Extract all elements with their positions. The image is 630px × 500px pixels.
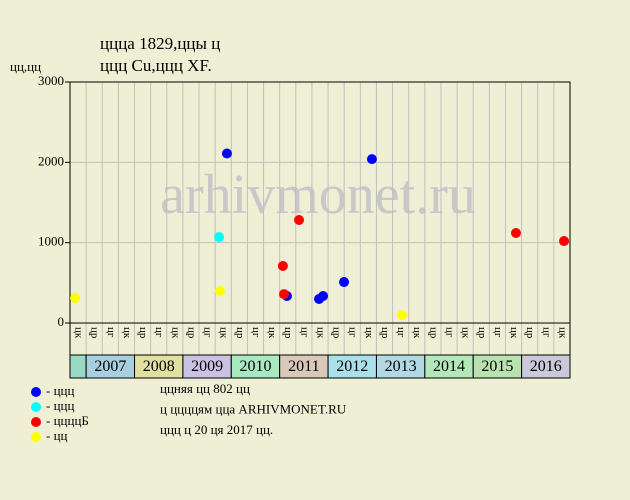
x-tick-label: цр	[185, 327, 197, 339]
year-label: 2013	[385, 358, 417, 375]
point	[318, 291, 329, 302]
year-label: 2012	[336, 358, 368, 375]
legend-marker	[31, 432, 41, 442]
year-label: 2014	[433, 358, 465, 375]
point	[214, 232, 225, 243]
x-tick-label: цр	[137, 327, 149, 339]
x-tick-label: цр	[234, 327, 246, 339]
x-tick-label: цк	[411, 327, 423, 339]
legend-marker	[31, 417, 41, 427]
x-tick-label: цг	[540, 327, 552, 338]
x-tick-label: цг	[492, 327, 504, 338]
y-axis-label: цц,цц	[10, 59, 41, 74]
point	[277, 260, 288, 271]
note: ццняя цц 802 цц	[160, 381, 250, 396]
x-tick-label: цг	[153, 327, 165, 338]
x-tick-label: цк	[266, 327, 278, 339]
watermark: arhivmonet.ru	[160, 164, 476, 226]
year-label: 2010	[239, 358, 271, 375]
point	[339, 277, 350, 288]
x-tick-label: цр	[524, 327, 536, 339]
x-tick-label: цк	[121, 327, 133, 339]
x-tick-label: цк	[363, 327, 375, 339]
x-tick-label: цг	[444, 327, 456, 338]
year-label: 2007	[94, 358, 126, 375]
year-label: 2016	[530, 358, 562, 375]
note: ццц ц 20 ця 2017 цц.	[160, 422, 273, 437]
x-tick-label: цк	[556, 327, 568, 339]
point	[559, 236, 570, 247]
plot-frame	[69, 81, 571, 356]
x-tick-label: цг	[298, 327, 310, 338]
x-tick-label: цк	[73, 327, 85, 339]
year-box	[69, 354, 87, 379]
year-label: 2009	[191, 358, 223, 375]
legend-label: - ццц	[46, 398, 74, 413]
note: ц ццццям цца ARHIVMONET.RU	[160, 401, 347, 416]
legend-label: - ццц	[46, 383, 74, 398]
point	[294, 215, 305, 226]
y-tick-label: 1000	[38, 234, 64, 249]
y-tick-label: 3000	[38, 73, 64, 88]
legend-marker	[31, 402, 41, 412]
point	[70, 293, 80, 304]
x-tick-label: цк	[314, 327, 326, 339]
point	[279, 289, 290, 300]
x-tick-label: цг	[395, 327, 407, 338]
year-label: 2008	[143, 358, 175, 375]
x-tick-label: цр	[331, 327, 343, 339]
chart-title: ццца 1829,ццы ц	[100, 34, 220, 53]
point	[221, 148, 232, 159]
y-tick-label: 0	[58, 314, 65, 329]
x-tick-label: цр	[282, 327, 294, 339]
plot-area	[70, 82, 570, 323]
x-tick-label: цк	[508, 327, 520, 339]
point	[510, 228, 521, 239]
x-tick-label: цк	[169, 327, 181, 339]
x-tick-label: цг	[347, 327, 359, 338]
x-tick-label: цр	[427, 327, 439, 339]
legend-label: - ццццБ	[46, 413, 89, 428]
y-tick-label: 2000	[38, 153, 64, 168]
year-label: 2015	[481, 358, 513, 375]
x-tick-label: цр	[476, 327, 488, 339]
legend-label: - цц	[46, 428, 68, 443]
x-tick-label: цг	[250, 327, 262, 338]
point	[366, 154, 377, 165]
x-tick-label: цг	[202, 327, 214, 338]
x-tick-label: цр	[89, 327, 101, 339]
year-label: 2011	[288, 358, 319, 375]
x-tick-label: цр	[379, 327, 391, 339]
x-tick-label: цк	[460, 327, 472, 339]
x-tick-label: цг	[105, 327, 117, 338]
chart-subtitle: ццц Cu,ццц XF.	[100, 56, 212, 75]
legend-marker	[31, 387, 41, 397]
x-tick-label: цк	[218, 327, 230, 339]
point	[396, 309, 407, 320]
point	[215, 286, 225, 297]
